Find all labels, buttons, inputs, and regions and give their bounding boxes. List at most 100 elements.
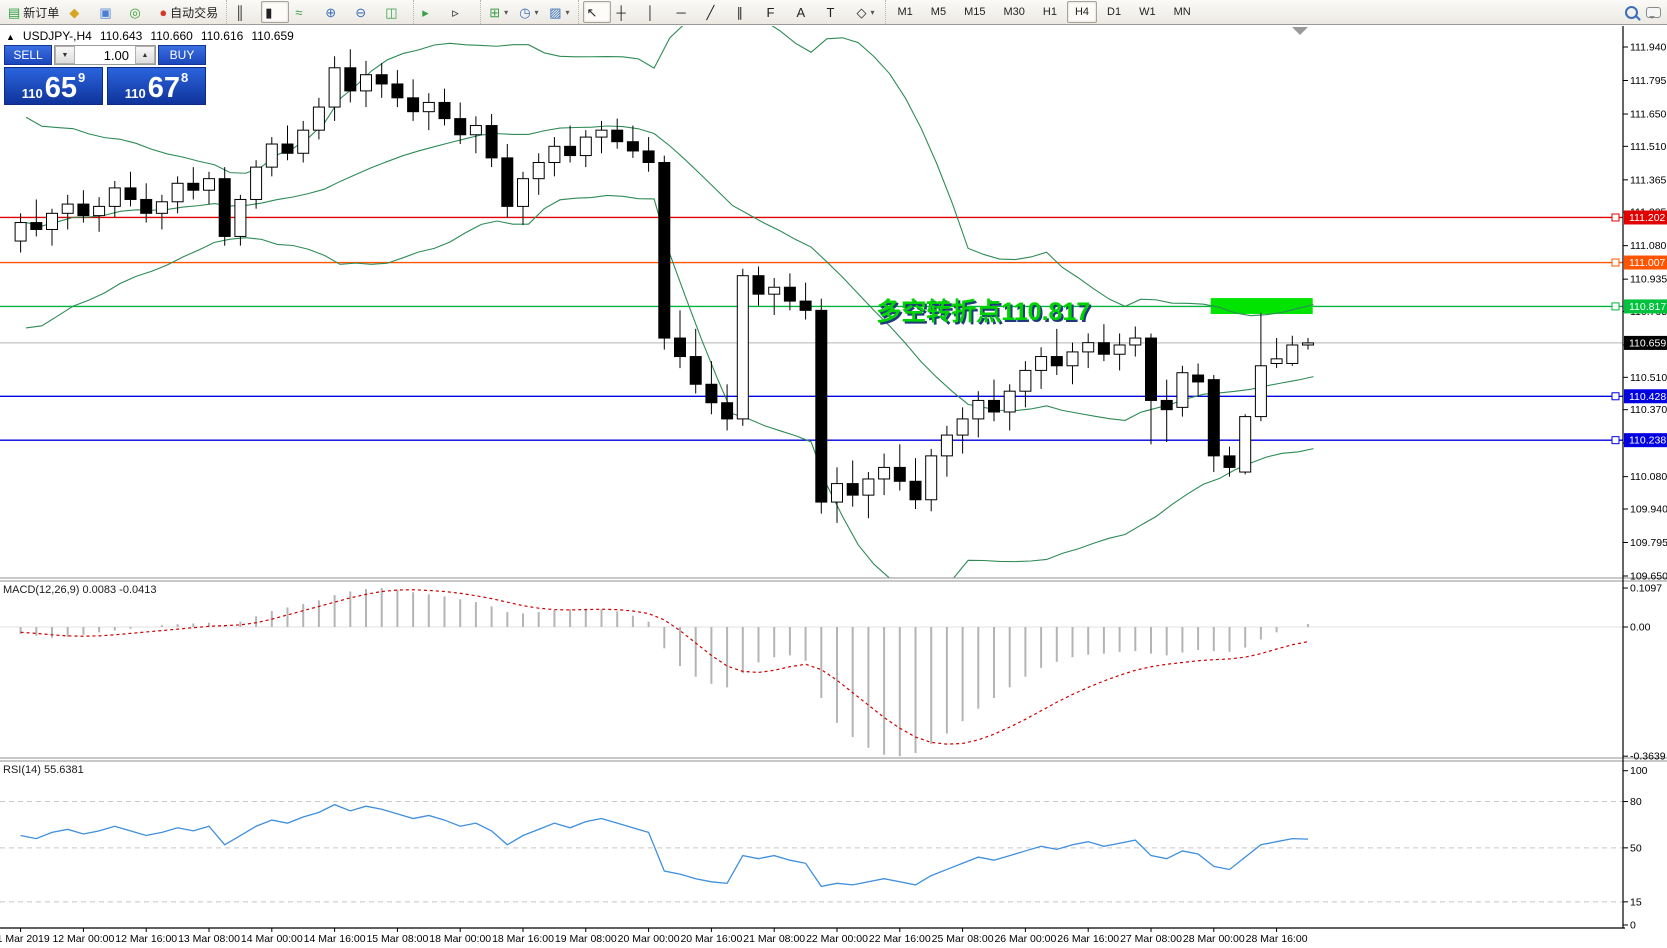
symbol-period-label: USDJPY-,H4 (22, 29, 92, 43)
hline-icon: ─ (676, 4, 686, 20)
arrows-icon: ◇ (856, 4, 867, 20)
svg-text:0.1097: 0.1097 (1630, 583, 1662, 595)
autotrade-label: 自动交易 (170, 5, 219, 20)
periods-button[interactable]: ◷ ▾ (515, 1, 543, 23)
macd-signal-line (20, 589, 1309, 745)
trendline-button[interactable]: ╱ (703, 1, 731, 23)
new-order-button[interactable]: ▤ 新订单 (4, 1, 63, 23)
search-icon[interactable] (1625, 5, 1638, 19)
charts-brush-button[interactable]: ◆ (65, 1, 93, 23)
zoom-out-button[interactable]: ⊖ (351, 1, 379, 23)
autotrade-button[interactable]: ● 自动交易 (155, 1, 222, 23)
svg-text:15 Mar 08:00: 15 Mar 08:00 (366, 933, 428, 945)
line-chart-button[interactable]: ≈ (291, 1, 319, 23)
chevron-down-icon: ▾ (534, 7, 539, 17)
sell-button[interactable]: SELL (4, 45, 52, 65)
resistance-line-1-handle[interactable] (1611, 213, 1620, 222)
volume-decrease-button[interactable]: ▼ (55, 46, 75, 64)
sell-price-panel[interactable]: 110 65 9 (4, 67, 103, 105)
tf-w1-button[interactable]: W1 (1131, 1, 1164, 23)
svg-text:14 Mar 00:00: 14 Mar 00:00 (241, 933, 303, 945)
svg-text:50: 50 (1630, 842, 1642, 854)
pivot-highlight-rectangle[interactable] (1210, 298, 1313, 315)
buy-price-panel[interactable]: 110 67 8 (107, 67, 206, 105)
sell-price-prefix: 110 (21, 86, 43, 101)
svg-text:15: 15 (1630, 896, 1642, 908)
tf-h1-button[interactable]: H1 (1035, 1, 1065, 23)
svg-text:22 Mar 00:00: 22 Mar 00:00 (806, 933, 868, 945)
auto-scroll-button[interactable]: ▸ (418, 1, 446, 23)
chevron-down-icon: ▾ (565, 7, 570, 17)
chart-shift-button[interactable]: ▹ (448, 1, 476, 23)
chat-icon[interactable] (1646, 6, 1661, 19)
svg-text:111.795: 111.795 (1630, 75, 1667, 87)
svg-text:0.00: 0.00 (1630, 622, 1651, 634)
chart-canvas[interactable]: 多空转折点110.817多空转折点110.817111.940111.79511… (0, 25, 1667, 948)
tf-m15-button[interactable]: M15 (956, 1, 993, 23)
tf-m30-button[interactable]: M30 (995, 1, 1032, 23)
svg-text:22 Mar 16:00: 22 Mar 16:00 (869, 933, 931, 945)
channel-button[interactable]: ∥ (733, 1, 761, 23)
toolbar-group-timeframes: M1 M5 M15 M30 H1 H4 D1 W1 MN (884, 0, 1203, 24)
one-click-trading-panel: SELL ▼ 1.00 ▲ BUY 110 65 9 110 67 8 (4, 45, 206, 105)
svg-text:111.510: 111.510 (1630, 141, 1667, 153)
chart-shift-marker[interactable] (1292, 27, 1308, 35)
chevron-down-icon: ▾ (504, 7, 509, 17)
rsi-pane[interactable] (0, 801, 1623, 903)
fibonacci-button[interactable]: F (763, 1, 791, 23)
price-axis[interactable]: 111.940 111.795 111.650 111.510 111.365 111.2… (1623, 42, 1667, 583)
tf-m1-button[interactable]: M1 (890, 1, 921, 23)
buy-price-prefix: 110 (124, 86, 146, 101)
tf-m5-button[interactable]: M5 (923, 1, 954, 23)
pivot-line-handle[interactable] (1611, 302, 1620, 311)
buy-button[interactable]: BUY (158, 45, 206, 65)
ohlc-low: 110.616 (200, 29, 244, 43)
tf-m5-label: M5 (930, 6, 947, 18)
svg-text:26 Mar 16:00: 26 Mar 16:00 (1057, 933, 1119, 945)
hline-button[interactable]: ─ (673, 1, 701, 23)
candlestick-icon: ▮ (265, 4, 273, 20)
terminal-icon: ▣ (99, 4, 112, 20)
bar-chart-button[interactable]: ║ (231, 1, 259, 23)
toolbar-group-trade: ▤ 新订单 ◆ ▣ ◎ ● 自动交易 (0, 0, 226, 24)
tile-windows-button[interactable]: ◫ (381, 1, 409, 23)
collapse-triangle-icon[interactable]: ▲ (6, 32, 15, 42)
pivot-annotation-text[interactable]: 多空转折点110.817 (876, 297, 1090, 326)
svg-text:18 Mar 00:00: 18 Mar 00:00 (429, 933, 491, 945)
tf-h1-label: H1 (1042, 6, 1057, 18)
candlesticks (14, 49, 1314, 523)
tf-m1-label: M1 (897, 6, 913, 18)
support-line-1-handle[interactable] (1611, 392, 1620, 401)
vline-button[interactable]: │ (643, 1, 671, 23)
text-button[interactable]: A (793, 1, 821, 23)
signals-button[interactable]: ◎ (125, 1, 153, 23)
volume-increase-button[interactable]: ▲ (135, 46, 155, 64)
label-button[interactable]: T (823, 1, 851, 23)
fibonacci-icon: F (766, 4, 775, 20)
terminal-button[interactable]: ▣ (95, 1, 123, 23)
zoom-in-button[interactable]: ⊕ (321, 1, 349, 23)
tf-h4-button[interactable]: H4 (1066, 1, 1097, 23)
support-line-2-handle[interactable] (1611, 436, 1620, 445)
svg-text:80: 80 (1630, 796, 1642, 808)
svg-text:-0.3639: -0.3639 (1630, 751, 1666, 763)
tf-d1-button[interactable]: D1 (1099, 1, 1129, 23)
chart-window[interactable]: 多空转折点110.817 多空转折点110.817 111.940 111.795 11… (0, 25, 1667, 948)
volume-input[interactable]: 1.00 (103, 47, 129, 63)
cursor-button[interactable]: ↖ (582, 1, 611, 23)
svg-text:12 Mar 00:00: 12 Mar 00:00 (52, 933, 114, 945)
resistance-line-2-handle[interactable] (1611, 258, 1620, 267)
crosshair-button[interactable]: ┼ (613, 1, 641, 23)
macd-pane[interactable] (0, 588, 1623, 757)
indicators-button[interactable]: ⊞ ▾ (485, 1, 513, 23)
svg-text:13 Mar 08:00: 13 Mar 08:00 (178, 933, 240, 945)
templates-button[interactable]: ▨ ▾ (545, 1, 573, 23)
tf-m30-label: M30 (1003, 6, 1025, 18)
arrows-button[interactable]: ◇ ▾ (853, 1, 881, 23)
tf-mn-label: MN (1173, 6, 1191, 18)
svg-text:25 Mar 08:00: 25 Mar 08:00 (932, 933, 994, 945)
candlestick-button[interactable]: ▮ (261, 1, 290, 23)
tf-mn-button[interactable]: MN (1166, 1, 1199, 23)
